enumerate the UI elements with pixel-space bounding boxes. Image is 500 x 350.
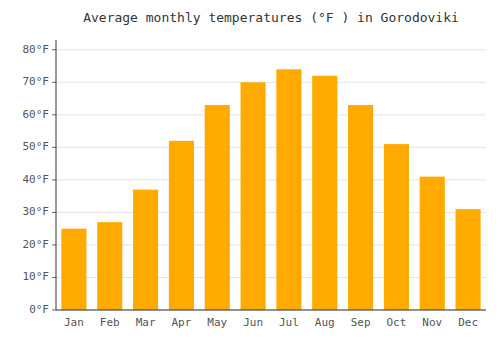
y-tick-label: 10°F <box>23 270 50 283</box>
grid-line <box>56 82 486 83</box>
x-axis: Jan Feb Mar Apr May Jun Jul Aug Sep Oct Nov Dec <box>64 316 478 329</box>
grid-line <box>56 114 486 115</box>
grid-line <box>56 310 486 311</box>
y-axis: 0°F 10°F 20°F 30°F 40°F 50°F 60°F 70°F 80°F <box>23 43 57 316</box>
x-tick-label: Jul <box>279 316 299 329</box>
bar <box>456 209 481 310</box>
y-tick-label: 70°F <box>23 75 50 88</box>
grid <box>56 50 486 310</box>
y-tick <box>52 82 56 83</box>
x-tick-label: Aug <box>315 316 335 329</box>
x-tick-label: Mar <box>136 316 156 329</box>
x-tick-label: Jan <box>64 316 84 329</box>
y-tick-label: 50°F <box>23 140 50 153</box>
bar <box>97 222 122 310</box>
x-tick-label: Feb <box>100 316 120 329</box>
grid-line <box>56 147 486 148</box>
y-tick <box>52 49 56 50</box>
bar <box>133 190 158 310</box>
x-axis-line <box>56 310 486 311</box>
y-tick-label: 40°F <box>23 173 50 186</box>
grid-line <box>56 49 486 50</box>
title: Average monthly temperatures (°F ) in Go… <box>83 10 459 25</box>
bar <box>276 69 301 310</box>
x-tick-label: Oct <box>386 316 406 329</box>
y-tick-label: 30°F <box>23 205 50 218</box>
y-tick <box>52 114 56 115</box>
x-tick-label: May <box>207 316 227 329</box>
x-tick-label: Jun <box>243 316 263 329</box>
bar <box>312 76 337 310</box>
x-tick-label: Dec <box>458 316 478 329</box>
bar <box>169 141 194 310</box>
bar <box>384 144 409 310</box>
y-tick <box>52 310 56 311</box>
y-tick <box>52 244 56 245</box>
x-tick-label: Apr <box>171 316 191 329</box>
y-tick <box>52 277 56 278</box>
bar <box>61 229 86 310</box>
x-tick-label: Sep <box>351 316 371 329</box>
bar <box>348 105 373 310</box>
y-tick-label: 60°F <box>23 108 50 121</box>
x-tick-label: Nov <box>422 316 442 329</box>
y-tick <box>52 179 56 180</box>
y-axis-line <box>56 40 57 310</box>
y-tick <box>52 212 56 213</box>
chart-container: Average monthly temperatures (°F ) in Go… <box>0 0 500 350</box>
bars <box>61 69 480 310</box>
y-tick-label: 80°F <box>23 43 50 56</box>
y-tick-label: 0°F <box>29 303 49 316</box>
bar <box>241 82 266 310</box>
y-tick <box>52 147 56 148</box>
bar <box>420 177 445 310</box>
y-tick-label: 20°F <box>23 238 50 251</box>
chart: Average monthly temperatures (°F ) in Go… <box>0 0 500 350</box>
bar <box>205 105 230 310</box>
